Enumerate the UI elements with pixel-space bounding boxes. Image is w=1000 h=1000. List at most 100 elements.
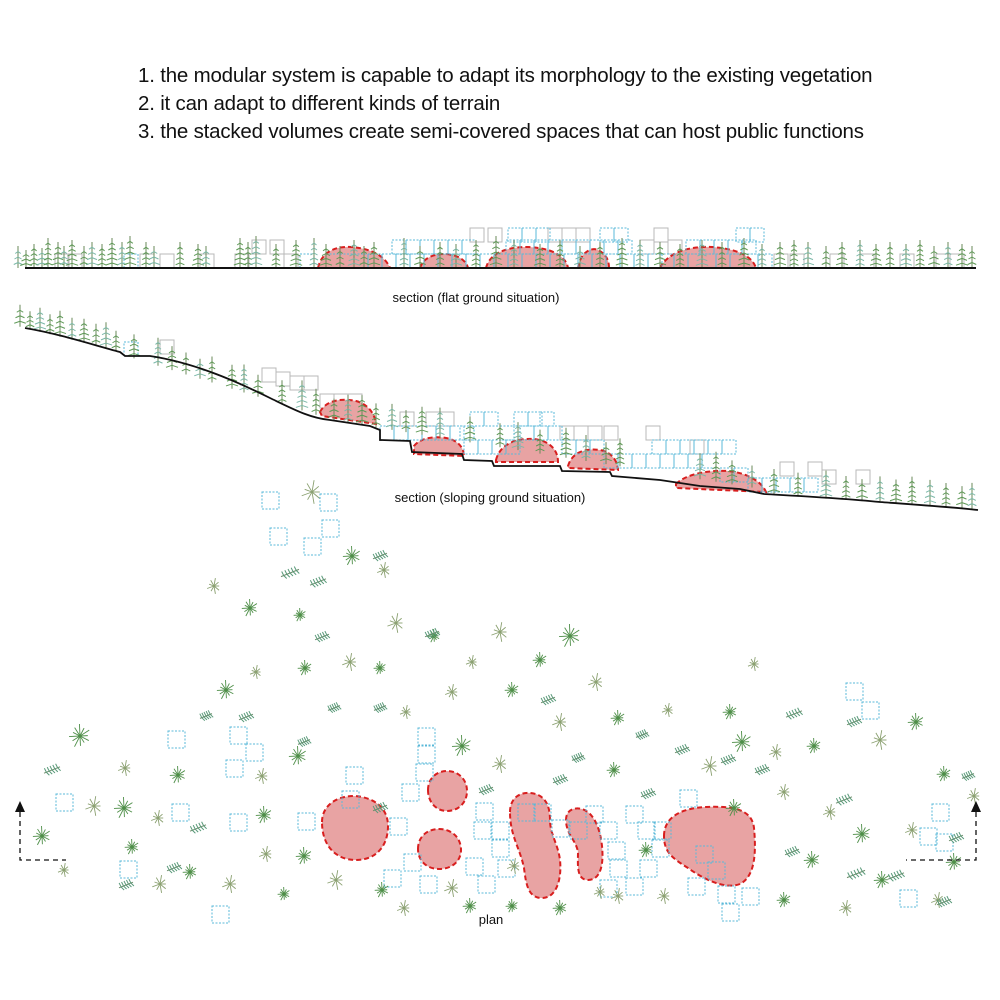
tree-icon: [373, 660, 386, 675]
tree-icon: [606, 761, 621, 778]
tree-icon: [32, 825, 50, 846]
tree-icon: [347, 240, 361, 268]
tree-icon: [85, 796, 101, 816]
tree-icon: [955, 244, 969, 268]
tree-icon: [552, 713, 566, 731]
tree-icon: [855, 240, 865, 268]
module-icon: [569, 821, 588, 840]
tree-icon: [717, 242, 727, 268]
module-icon: [473, 821, 492, 840]
module-icon: [533, 425, 549, 441]
tree-icon: [293, 607, 306, 622]
module-icon: [775, 477, 791, 493]
module-icon: [721, 439, 737, 455]
module-icon: [931, 803, 950, 822]
plan-view: [15, 480, 981, 924]
module-icon: [261, 491, 280, 510]
tree-icon: [67, 317, 77, 340]
module-icon: [613, 227, 629, 243]
module-icon: [229, 726, 248, 745]
module-icon: [607, 841, 626, 860]
ghost-module: [469, 227, 485, 243]
ghost-module: [159, 253, 175, 269]
module-icon: [459, 425, 475, 441]
tree-icon: [233, 238, 247, 268]
module-icon: [299, 253, 315, 269]
tree-icon: [13, 246, 23, 268]
tree-icon: [444, 684, 458, 700]
module-icon: [225, 759, 244, 778]
tree-icon: [65, 240, 79, 268]
tree-icon: [396, 900, 410, 916]
tree-icon: [385, 403, 399, 430]
plan-public-spaces: [320, 769, 756, 900]
tree-icon: [327, 870, 343, 890]
ghost-module: [261, 367, 277, 383]
ghost-module: [779, 461, 795, 477]
tree-icon: [372, 801, 389, 814]
tree-icon: [449, 244, 463, 268]
tree-icon: [747, 657, 759, 671]
tree-icon: [20, 250, 32, 268]
public-space: [320, 794, 390, 862]
module-icon: [415, 763, 434, 782]
ghost-module: [139, 253, 155, 269]
tree-icon: [961, 770, 976, 782]
module-icon: [659, 453, 675, 469]
tree-icon: [495, 423, 505, 448]
tree-icon: [399, 238, 409, 268]
tree-icon: [822, 804, 836, 820]
public-space: [418, 252, 470, 269]
tree-icon: [399, 705, 411, 719]
tree-icon: [773, 242, 787, 268]
module-icon: [167, 730, 186, 749]
module-icon: [303, 537, 322, 556]
tree-icon: [295, 380, 309, 411]
tree-icon: [207, 356, 217, 383]
module-icon: [341, 790, 360, 809]
tree-icon: [91, 323, 101, 346]
tree-icon: [785, 707, 803, 720]
tree-icon: [435, 407, 445, 438]
ghost-module: [234, 253, 250, 269]
tree-icon: [757, 244, 767, 268]
tree-icon: [277, 886, 290, 901]
tree-icon: [491, 622, 507, 642]
module-icon: [477, 875, 496, 894]
module-icon: [673, 453, 689, 469]
module-icon: [395, 253, 411, 269]
tree-icon: [342, 545, 360, 566]
note-1: 1. the modular system is capable to adap…: [138, 64, 873, 87]
tree-icon: [722, 703, 737, 720]
tree-icon: [535, 429, 545, 454]
module-icon: [513, 411, 529, 427]
tree-icon: [747, 465, 757, 488]
tree-icon: [725, 798, 742, 817]
tree-icon: [451, 734, 471, 756]
tree-icon: [661, 703, 673, 717]
tree-icon: [301, 480, 320, 504]
tree-icon: [280, 566, 300, 579]
tree-icon: [841, 476, 851, 501]
tree-icon: [201, 246, 211, 268]
tree-icon: [371, 403, 381, 428]
tree-icon: [653, 242, 667, 268]
tree-icon: [675, 244, 685, 268]
tree-icon: [885, 242, 895, 268]
ghost-module: [821, 469, 837, 485]
module-icon: [417, 745, 436, 764]
tree-icon: [852, 823, 870, 844]
tree-icon: [615, 438, 625, 467]
module-icon: [319, 493, 338, 512]
module-icon: [741, 887, 760, 906]
tree-icon: [328, 398, 340, 421]
tree-icon: [258, 846, 272, 862]
tree-icon: [297, 736, 312, 748]
tree-icon: [635, 240, 645, 268]
module-icon: [693, 439, 709, 455]
tree-icon: [725, 460, 739, 485]
tree-icon: [936, 765, 951, 782]
tree-icon: [552, 899, 567, 916]
tree-icon: [118, 878, 135, 891]
